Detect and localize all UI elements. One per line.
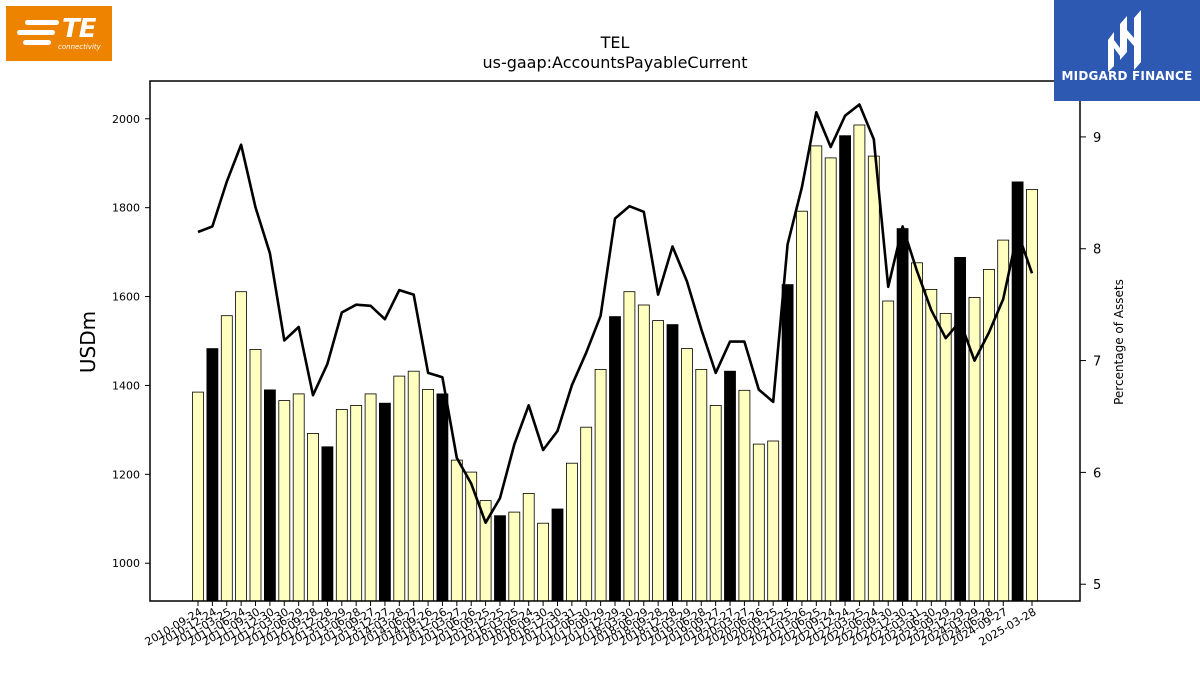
bar — [580, 426, 593, 602]
bar — [292, 393, 305, 602]
chart-title: TEL — [600, 33, 630, 52]
bar — [263, 389, 276, 602]
bar — [609, 316, 621, 602]
bar — [393, 375, 406, 602]
bar — [307, 432, 319, 602]
y2-tick-label: 6 — [1093, 466, 1101, 481]
bar-series — [192, 124, 1038, 602]
bar — [335, 408, 348, 602]
y2-tick-label: 7 — [1093, 355, 1101, 370]
y-tick-label: 1800 — [112, 202, 140, 215]
bar — [767, 440, 780, 602]
bar — [436, 393, 449, 602]
y2-tick-label: 5 — [1093, 578, 1101, 593]
bar — [278, 400, 291, 602]
bar — [566, 462, 578, 602]
bar — [1026, 188, 1038, 602]
bar — [652, 320, 664, 602]
bar — [681, 348, 693, 602]
bar — [752, 443, 765, 602]
line-series — [197, 103, 1034, 525]
midgard-mark-icon — [1108, 10, 1141, 72]
bar — [637, 304, 650, 602]
y-tick-label: 1600 — [112, 291, 140, 304]
bar — [911, 262, 923, 602]
bar — [810, 145, 823, 602]
bar — [206, 348, 219, 602]
bar — [537, 522, 549, 602]
bar — [896, 228, 909, 602]
y2-tick-label: 8 — [1093, 243, 1101, 258]
y2-tick-label: 9 — [1093, 131, 1101, 146]
bar — [321, 446, 334, 602]
bar — [494, 515, 506, 602]
bar — [954, 256, 966, 602]
bar — [378, 402, 391, 602]
bar — [709, 404, 722, 602]
bar — [508, 511, 521, 602]
chart-subtitle: us-gaap:AccountsPayableCurrent — [482, 53, 747, 72]
te-logo-text: TE — [62, 14, 96, 44]
bar — [594, 368, 607, 602]
te-connectivity-logo: TE connectivity — [6, 6, 112, 61]
bar — [925, 288, 938, 602]
bar — [983, 268, 995, 602]
bar — [450, 459, 463, 602]
y-tick-label: 2000 — [112, 113, 140, 126]
bar — [551, 508, 564, 602]
y-tick-label: 1400 — [112, 379, 140, 392]
bar — [695, 368, 708, 602]
bar — [522, 492, 535, 602]
bar — [824, 157, 837, 602]
y-axis-label: USDm — [76, 311, 100, 373]
bar — [781, 284, 794, 602]
bar — [882, 300, 895, 602]
bar — [422, 388, 435, 602]
bar — [968, 296, 981, 602]
percentage-line — [197, 103, 1034, 525]
bar — [235, 291, 248, 602]
bar — [853, 124, 866, 602]
bar — [192, 391, 204, 602]
midgard-finance-logo: MIDGARD FINANCE — [1054, 0, 1200, 101]
bar — [623, 291, 636, 602]
y2-axis-label: Percentage of Assets — [1112, 279, 1126, 405]
te-logo-tagline: connectivity — [58, 43, 101, 51]
bar — [839, 135, 851, 602]
bar — [666, 324, 679, 602]
y-tick-label: 1000 — [112, 557, 140, 570]
y-tick-label: 1200 — [112, 468, 140, 481]
bar — [407, 370, 420, 602]
bar — [738, 389, 751, 602]
axes: 100012001400160018002000567892010-09-242… — [112, 80, 1101, 649]
bar — [939, 312, 952, 602]
bar — [249, 348, 262, 602]
bar — [364, 393, 377, 602]
bar — [220, 315, 233, 602]
bar — [350, 404, 363, 602]
midgard-logo-text: MIDGARD FINANCE — [1061, 69, 1193, 83]
bar — [796, 210, 808, 602]
bar — [867, 155, 880, 602]
bar — [724, 370, 736, 602]
